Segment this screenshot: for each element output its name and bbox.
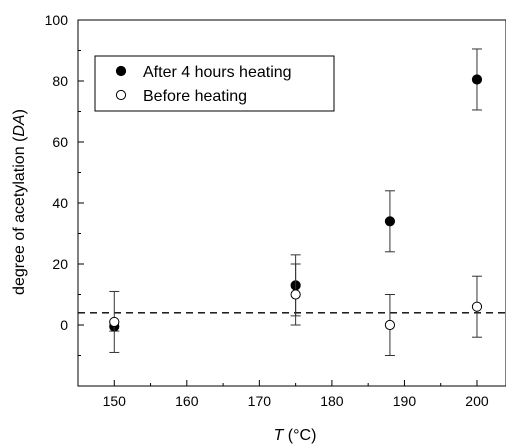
axes: 150 160 170 180 190 200 0 20 40 60 80 100 — [45, 12, 506, 409]
y-tick-label: 40 — [52, 195, 68, 211]
x-tick-label: 180 — [320, 393, 344, 409]
data-point — [290, 289, 301, 300]
y-tick-label: 20 — [52, 256, 68, 272]
legend-label-after: After 4 hours heating — [143, 64, 292, 81]
y-axis-close: ) — [11, 109, 28, 114]
legend-marker-after — [115, 65, 127, 77]
data-point — [384, 319, 396, 331]
y-tick-label: 60 — [52, 134, 68, 150]
series-before-heating — [109, 263, 483, 356]
x-tick-label: 160 — [175, 393, 199, 409]
data-point — [471, 301, 483, 312]
data-point — [471, 74, 483, 85]
legend-marker-before — [115, 89, 127, 101]
y-axis-variable: DA — [11, 114, 28, 136]
x-tick-label: 200 — [465, 393, 489, 409]
y-tick-label: 80 — [52, 73, 68, 89]
y-axis-text: degree of acetylation ( — [11, 136, 28, 295]
x-axis-title: T (°C) — [274, 427, 317, 444]
legend-label-before: Before heating — [143, 88, 247, 105]
data-point — [109, 316, 120, 328]
legend-box — [94, 55, 335, 112]
y-tick-label: 0 — [60, 317, 68, 333]
x-axis-unit: (°C) — [283, 427, 316, 444]
y-tick-label: 100 — [45, 12, 69, 28]
x-tick-label: 190 — [393, 393, 417, 409]
x-axis-variable: T — [274, 427, 285, 444]
y-axis-title: degree of acetylation (DA) — [11, 109, 28, 295]
x-tick-label: 170 — [248, 393, 272, 409]
x-tick-label: 150 — [103, 393, 127, 409]
data-points — [109, 48, 483, 356]
legend: After 4 hours heating Before heating — [94, 55, 335, 112]
data-point — [384, 216, 396, 227]
